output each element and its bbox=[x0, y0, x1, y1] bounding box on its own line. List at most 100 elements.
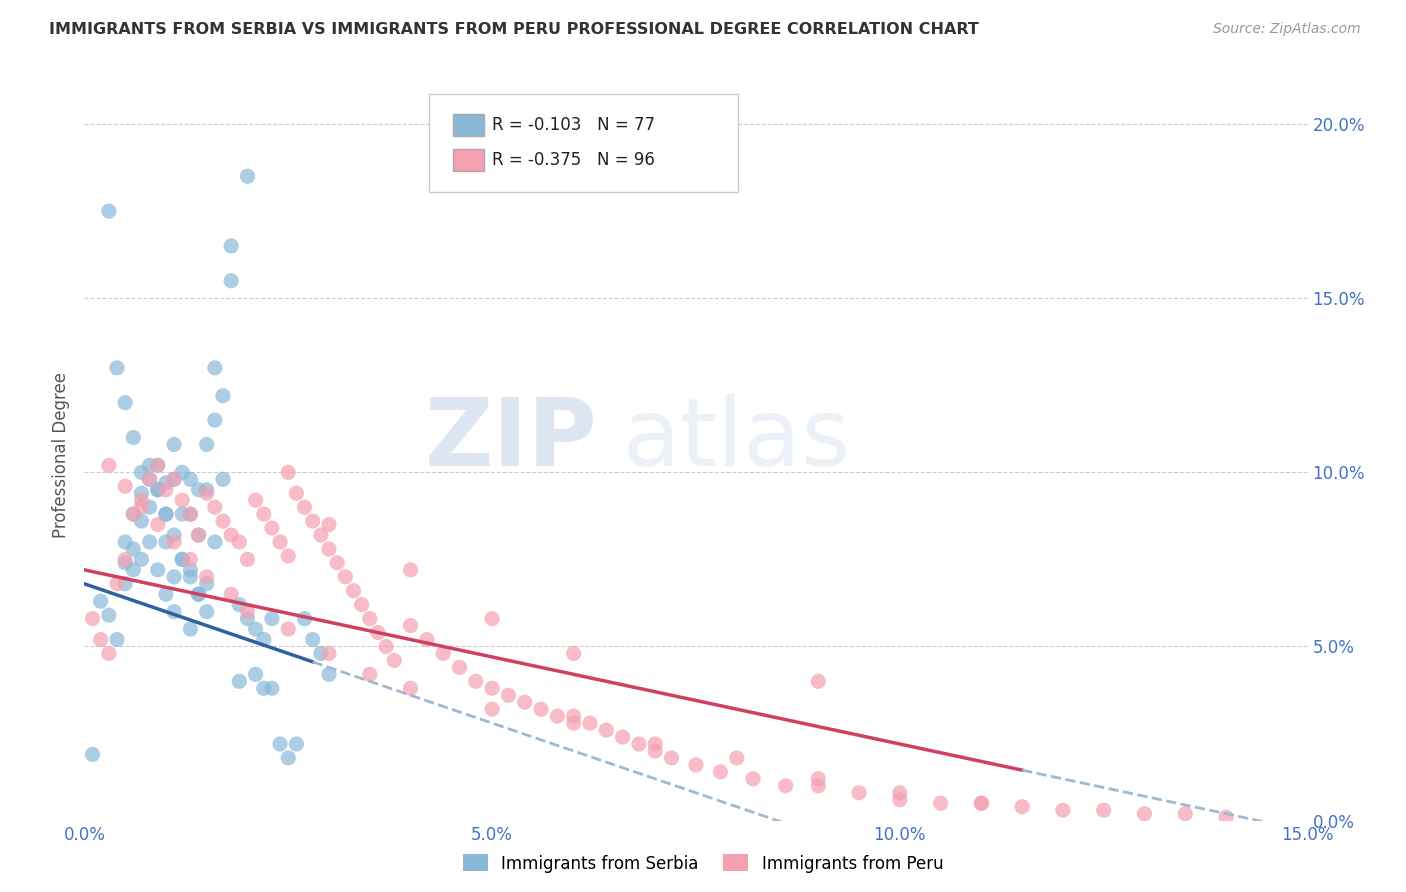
Point bbox=[562, 716, 585, 731]
Point bbox=[187, 587, 209, 601]
Point bbox=[929, 796, 952, 810]
Point bbox=[350, 598, 373, 612]
Point bbox=[301, 632, 323, 647]
Point bbox=[1052, 803, 1074, 817]
Point bbox=[131, 514, 153, 528]
Point bbox=[253, 681, 276, 696]
Point bbox=[301, 514, 323, 528]
Point bbox=[498, 688, 520, 702]
Point bbox=[187, 587, 209, 601]
Point bbox=[277, 549, 299, 563]
Point bbox=[179, 563, 201, 577]
Point bbox=[709, 764, 731, 779]
Point bbox=[253, 507, 276, 521]
Point bbox=[105, 632, 128, 647]
Point bbox=[236, 552, 259, 566]
Point bbox=[122, 541, 145, 556]
Point bbox=[114, 535, 136, 549]
Point bbox=[155, 483, 177, 497]
Point bbox=[318, 541, 340, 556]
Point bbox=[138, 500, 160, 515]
Point bbox=[228, 674, 250, 689]
Point bbox=[612, 730, 634, 744]
Point bbox=[269, 535, 291, 549]
Text: R = -0.375   N = 96: R = -0.375 N = 96 bbox=[492, 151, 655, 169]
Point bbox=[90, 594, 112, 608]
Text: R = -0.103   N = 77: R = -0.103 N = 77 bbox=[492, 116, 655, 134]
Point bbox=[155, 507, 177, 521]
Point bbox=[277, 466, 299, 480]
Point bbox=[245, 667, 267, 681]
Point bbox=[131, 466, 153, 480]
Text: atlas: atlas bbox=[623, 394, 851, 486]
Point bbox=[155, 507, 177, 521]
Point bbox=[195, 437, 218, 451]
Point bbox=[172, 552, 194, 566]
Point bbox=[122, 507, 145, 521]
Point bbox=[114, 395, 136, 409]
Point bbox=[131, 552, 153, 566]
Point bbox=[97, 458, 120, 473]
Point bbox=[82, 747, 104, 762]
Point bbox=[481, 702, 503, 716]
Point bbox=[114, 556, 136, 570]
Point bbox=[1011, 799, 1033, 814]
Point bbox=[685, 758, 707, 772]
Point bbox=[172, 466, 194, 480]
Point bbox=[219, 587, 242, 601]
Point bbox=[481, 681, 503, 696]
Point bbox=[889, 793, 911, 807]
Point bbox=[432, 647, 454, 661]
Point bbox=[114, 479, 136, 493]
Point bbox=[245, 493, 267, 508]
Point bbox=[163, 570, 186, 584]
Point bbox=[155, 475, 177, 490]
Point bbox=[970, 796, 993, 810]
Point bbox=[212, 514, 235, 528]
Point bbox=[195, 483, 218, 497]
Point bbox=[195, 486, 218, 500]
Point bbox=[212, 472, 235, 486]
Point bbox=[195, 570, 218, 584]
Point bbox=[416, 632, 439, 647]
Point bbox=[513, 695, 536, 709]
Point bbox=[399, 618, 422, 632]
Point bbox=[204, 535, 226, 549]
Point bbox=[179, 507, 201, 521]
Point bbox=[146, 458, 169, 473]
Point bbox=[807, 772, 830, 786]
Point bbox=[187, 528, 209, 542]
Point bbox=[212, 389, 235, 403]
Point bbox=[595, 723, 617, 737]
Point bbox=[359, 667, 381, 681]
Point bbox=[889, 786, 911, 800]
Point bbox=[146, 517, 169, 532]
Point bbox=[1092, 803, 1115, 817]
Point bbox=[105, 576, 128, 591]
Point bbox=[219, 274, 242, 288]
Point bbox=[464, 674, 486, 689]
Point bbox=[236, 605, 259, 619]
Point bbox=[399, 563, 422, 577]
Point bbox=[195, 576, 218, 591]
Point bbox=[105, 360, 128, 375]
Point bbox=[481, 612, 503, 626]
Point bbox=[138, 472, 160, 486]
Point bbox=[342, 583, 364, 598]
Point bbox=[661, 751, 683, 765]
Point bbox=[335, 570, 357, 584]
Point bbox=[138, 472, 160, 486]
Point bbox=[367, 625, 389, 640]
Point bbox=[146, 483, 169, 497]
Point bbox=[294, 612, 316, 626]
Text: IMMIGRANTS FROM SERBIA VS IMMIGRANTS FROM PERU PROFESSIONAL DEGREE CORRELATION C: IMMIGRANTS FROM SERBIA VS IMMIGRANTS FRO… bbox=[49, 22, 979, 37]
Point bbox=[155, 535, 177, 549]
Point bbox=[579, 716, 602, 731]
Point bbox=[114, 576, 136, 591]
Legend: Immigrants from Serbia, Immigrants from Peru: Immigrants from Serbia, Immigrants from … bbox=[456, 847, 950, 880]
Point bbox=[742, 772, 765, 786]
Point bbox=[138, 458, 160, 473]
Point bbox=[179, 552, 201, 566]
Point bbox=[627, 737, 650, 751]
Point bbox=[644, 744, 666, 758]
